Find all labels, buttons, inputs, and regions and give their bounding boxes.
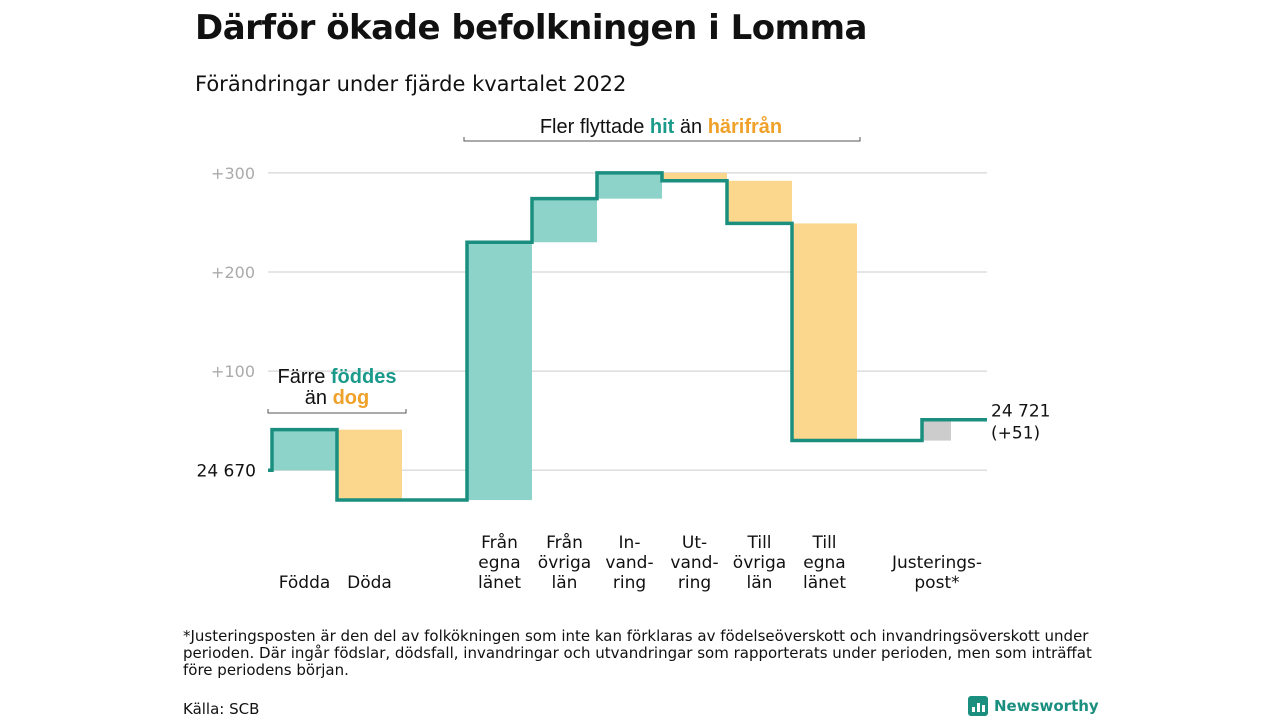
category-label: vand- [670, 553, 718, 573]
category-label: ring [613, 573, 646, 593]
category-label: Från [546, 532, 583, 553]
waterfall-bar [337, 429, 402, 501]
category-label: ring [678, 573, 711, 593]
category-label: egna [478, 553, 520, 573]
category-label: egna [803, 553, 845, 573]
waterfall-bar [922, 419, 951, 441]
category-label: Ut- [682, 533, 707, 553]
category-label: In- [619, 533, 641, 553]
waterfall-bar [467, 242, 532, 501]
cumulative-step-line [268, 171, 987, 502]
start-value-label: 24 670 [197, 461, 256, 481]
footnote: *Justeringsposten är den del av folkökni… [183, 627, 1092, 679]
y-tick-label: +100 [211, 362, 255, 381]
category-label: Födda [279, 573, 331, 593]
chart-subtitle: Förändringar under fjärde kvartalet 2022 [195, 72, 627, 96]
category-label: Från [481, 532, 518, 553]
annotation-text-part: Färre [278, 366, 331, 388]
category-label: länet [803, 573, 846, 593]
births-annotation-line2: än dog [305, 387, 369, 409]
annotation-text-part: dog [333, 387, 370, 409]
source-note: Källa: SCB [183, 700, 260, 718]
annotation-text-part: än [305, 387, 333, 409]
births-bracket [267, 409, 407, 414]
category-label: Till [811, 533, 836, 553]
newsworthy-logo-icon [968, 696, 988, 716]
migration-annotation: Fler flyttade hit än härifrån [540, 115, 782, 138]
category-label: övriga [733, 553, 786, 573]
category-label: Döda [347, 573, 392, 593]
end-value-label: 24 721 [991, 402, 1050, 422]
y-tick-label: +300 [211, 164, 255, 183]
category-label: post* [914, 573, 959, 593]
brand-name: Newsworthy [994, 697, 1099, 715]
waterfall-bar [597, 172, 662, 199]
annotation-text-part: än [674, 116, 707, 138]
waterfall-bar [792, 223, 857, 441]
category-label: länet [478, 573, 521, 593]
category-label: län [552, 573, 578, 593]
category-label: Till [746, 533, 771, 553]
chart-title: Därför ökade befolkningen i Lomma [195, 8, 867, 48]
annotation-text-part: föddes [331, 366, 397, 388]
category-label: övriga [538, 553, 591, 573]
waterfall-bar [272, 429, 337, 471]
end-change-label: (+51) [991, 424, 1040, 444]
waterfall-bar [662, 172, 727, 181]
category-label: vand- [605, 553, 653, 573]
y-tick-label: +200 [211, 263, 255, 282]
category-label: län [747, 573, 773, 593]
migration-bracket [463, 137, 861, 142]
births-annotation-line1: Färre föddes [278, 366, 397, 388]
annotation-text-part: Fler flyttade [540, 116, 650, 138]
waterfall-bar [727, 180, 792, 224]
category-label: Justerings- [891, 553, 982, 573]
annotation-text-part: hit [650, 116, 675, 138]
brand-logo: Newsworthy [968, 696, 1099, 716]
annotation-text-part: härifrån [708, 115, 782, 138]
waterfall-bar [532, 198, 597, 243]
